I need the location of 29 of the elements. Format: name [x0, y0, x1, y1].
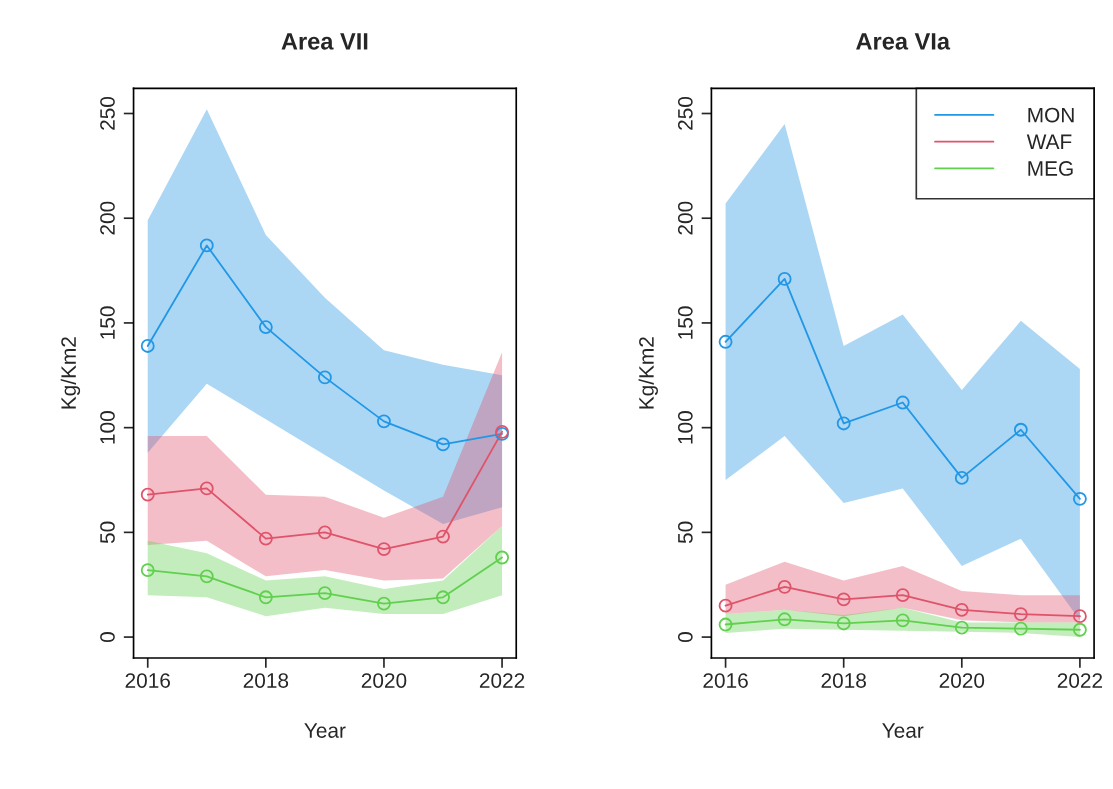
legend-label: MON [1028, 107, 1074, 123]
y-tick-label: 250 [100, 96, 115, 130]
legend-label: WAF [1026, 134, 1072, 149]
y-tick-label: 150 [677, 306, 693, 339]
x-tick-label: 2016 [125, 673, 170, 688]
y-axis-title: Kg/Km2 [638, 337, 658, 409]
x-tick-label: 2018 [821, 673, 866, 688]
x-tick-label: 2020 [361, 673, 407, 688]
x-tick-label: 2020 [939, 673, 985, 688]
y-tick-label: 50 [677, 521, 693, 544]
y-tick-label: 250 [677, 96, 693, 130]
y-tick-label: 0 [677, 632, 693, 643]
y-tick-label: 100 [100, 411, 115, 444]
x-axis-title: Year [304, 723, 346, 738]
x-tick-label: 2018 [243, 673, 289, 688]
chart-title: Area VIa [856, 33, 951, 50]
y-tick-label: 100 [677, 411, 693, 444]
y-axis-title: Kg/Km2 [60, 337, 81, 409]
x-tick-label: 2022 [479, 673, 525, 688]
y-tick-label: 150 [100, 306, 115, 339]
legend-label: MEG [1028, 161, 1073, 176]
y-tick-label: 200 [677, 201, 693, 235]
y-tick-label: 0 [100, 632, 115, 643]
y-tick-label: 200 [100, 201, 115, 235]
x-tick-label: 2022 [1057, 673, 1103, 688]
y-tick-label: 50 [100, 521, 115, 544]
x-axis-title: Year [882, 723, 924, 738]
chart-title: Area VII [281, 33, 368, 50]
x-tick-label: 2016 [703, 673, 748, 688]
